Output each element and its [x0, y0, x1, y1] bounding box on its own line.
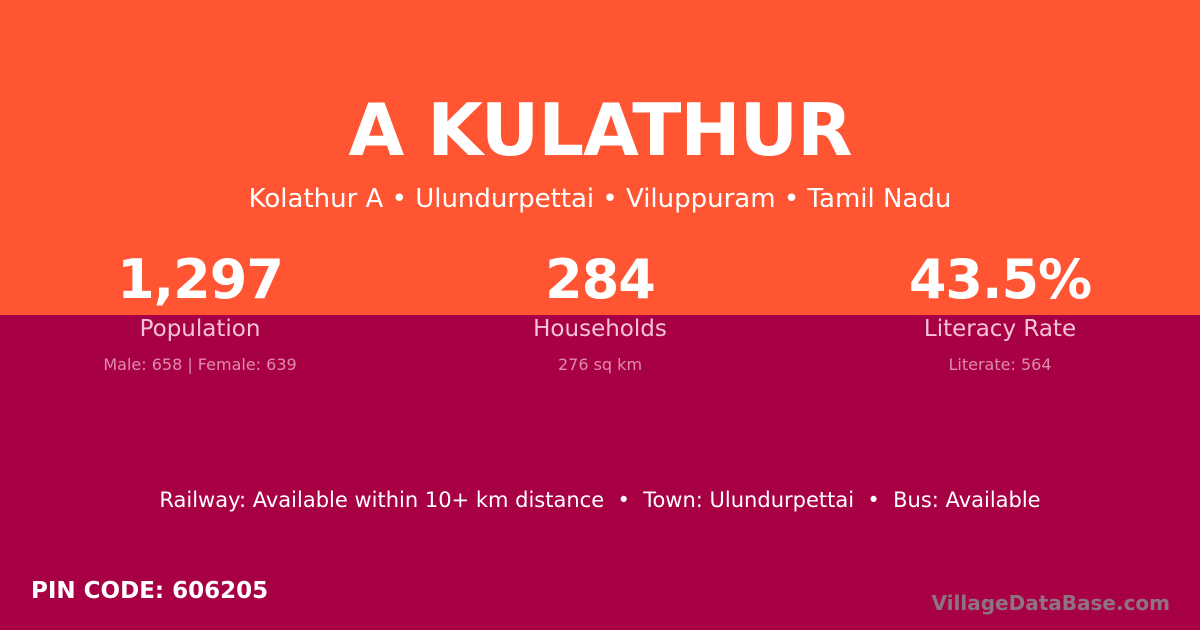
- stat-detail: Literate: 564: [948, 355, 1052, 374]
- pin-code: PIN CODE: 606205: [31, 578, 269, 604]
- village-title: A KULATHUR: [348, 88, 852, 172]
- location-breadcrumb: Kolathur A • Ulundurpettai • Viluppuram …: [248, 184, 952, 214]
- stat-label: Households: [533, 316, 667, 342]
- stat-detail: Male: 658 | Female: 639: [103, 355, 297, 374]
- stat-literacy: 43.5% Literacy Rate Literate: 564: [800, 0, 1200, 400]
- header-band: [0, 0, 1200, 315]
- stat-value: 284: [545, 248, 656, 311]
- stat-value: 43.5%: [908, 248, 1092, 311]
- stat-label: Population: [139, 316, 261, 342]
- stat-label: Literacy Rate: [923, 316, 1077, 342]
- brand-watermark: VillageDataBase.com: [931, 591, 1170, 615]
- stat-value: 1,297: [117, 248, 284, 311]
- connectivity-info: Railway: Available within 10+ km distanc…: [159, 488, 1041, 512]
- stat-detail: 276 sq km: [557, 355, 643, 374]
- stat-households: 284 Households 276 sq km: [400, 0, 800, 400]
- stat-population: 1,297 Population Male: 658 | Female: 639: [0, 0, 400, 400]
